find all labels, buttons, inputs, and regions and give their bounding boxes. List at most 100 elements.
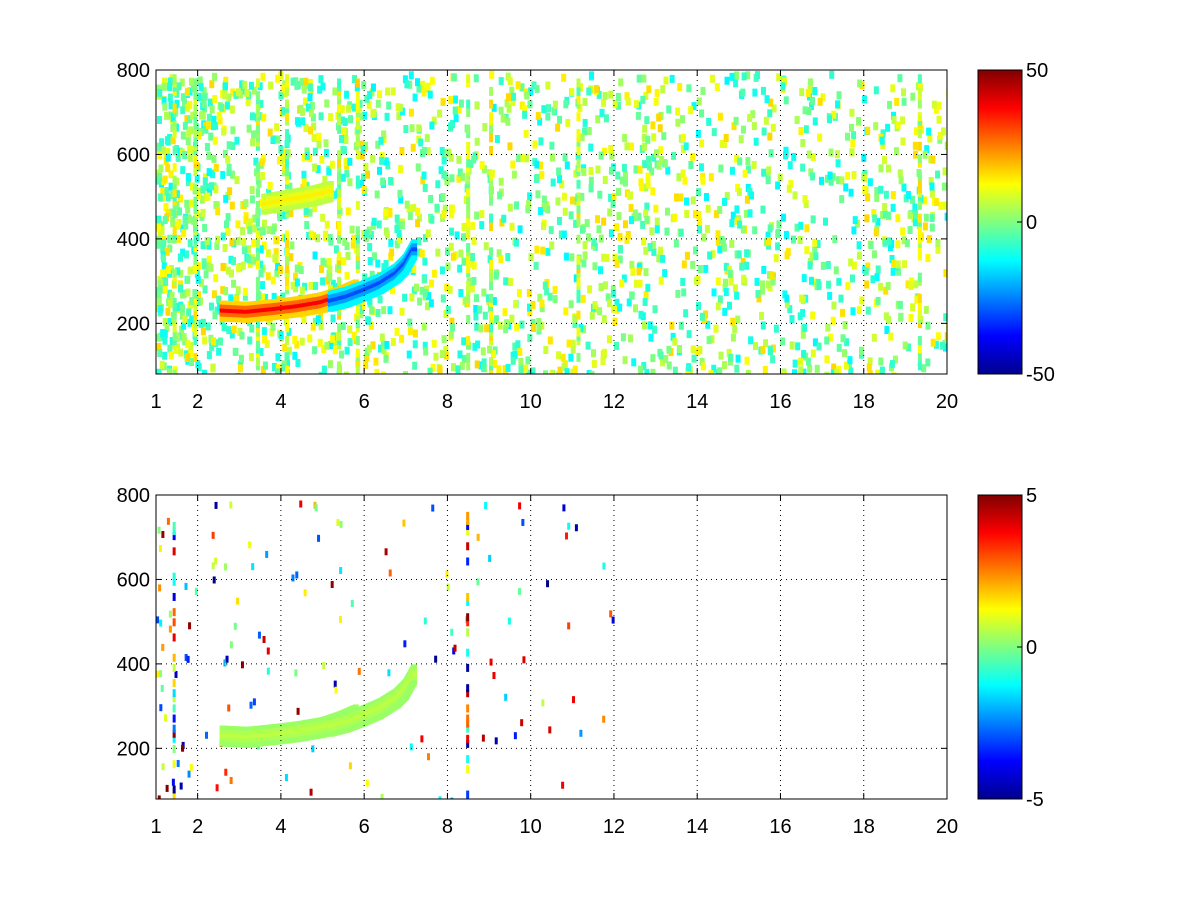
heatmap-cell [172, 689, 176, 698]
heatmap-cell [849, 274, 855, 283]
heatmap-cell [864, 214, 870, 223]
heatmap-cell [343, 371, 349, 374]
heatmap-cell [579, 729, 583, 737]
heatmap-cell [344, 271, 350, 280]
heatmap-cell [271, 292, 277, 301]
heatmap-cell [441, 170, 447, 179]
heatmap-cell [691, 354, 697, 363]
heatmap-cell [711, 364, 717, 373]
heatmap-cell [581, 259, 587, 268]
heatmap-cell [172, 522, 176, 531]
heatmap-cell [666, 105, 672, 114]
heatmap-cell [193, 78, 198, 88]
heatmap-cell [599, 108, 605, 117]
heatmap-cell [849, 108, 855, 117]
heatmap-cell [760, 346, 766, 355]
heatmap-cell [160, 146, 166, 155]
heatmap-cell [213, 163, 219, 172]
heatmap-cell [180, 248, 186, 257]
heatmap-cell [188, 77, 194, 86]
heatmap-cell [917, 129, 922, 139]
heatmap-cell [370, 221, 376, 230]
heatmap-cell [596, 225, 602, 234]
heatmap-cell [736, 188, 742, 197]
heatmap-cell [226, 163, 232, 172]
heatmap-cell [172, 298, 177, 307]
heatmap-cell [326, 167, 332, 176]
heatmap-cell [810, 215, 816, 224]
heatmap-cell [317, 338, 323, 347]
heatmap-cell [246, 124, 252, 133]
heatmap-cell [885, 123, 891, 132]
heatmap-cell [285, 158, 290, 168]
heatmap-cell [625, 230, 631, 239]
heatmap-cell [175, 153, 181, 162]
heatmap-cell [225, 227, 231, 236]
heatmap-cell [327, 189, 334, 195]
heatmap-cell [284, 774, 288, 782]
heatmap-cell [205, 183, 211, 192]
heatmap-cell [910, 92, 916, 101]
heatmap-cell [360, 173, 366, 182]
heatmap-cell [645, 155, 651, 164]
heatmap-cell [167, 317, 173, 326]
heatmap-cell [415, 219, 421, 228]
heatmap-cell [375, 259, 381, 268]
heatmap-cell [260, 264, 266, 273]
heatmap-cell [357, 99, 363, 108]
heatmap-cell [380, 794, 384, 799]
heatmap-cell [426, 753, 430, 761]
heatmap-cell [505, 117, 511, 126]
heatmap-cell [760, 321, 766, 330]
heatmap-cell [547, 336, 553, 345]
heatmap-cell [865, 126, 871, 135]
heatmap-cell [761, 265, 767, 274]
heatmap-cell [770, 277, 776, 286]
heatmap-cell [466, 734, 470, 743]
heatmap-cell [518, 587, 522, 595]
heatmap-cell [187, 145, 193, 154]
heatmap-cell [333, 190, 339, 199]
heatmap-cell [344, 90, 350, 99]
heatmap-cell [850, 139, 856, 148]
heatmap-cell [770, 123, 776, 132]
heatmap-cell [284, 352, 290, 361]
heatmap-cell [883, 190, 889, 199]
heatmap-cell [275, 262, 281, 271]
heatmap-cell [494, 737, 498, 745]
heatmap-cell [576, 129, 581, 139]
heatmap-cell [761, 168, 767, 177]
heatmap-cell [598, 151, 604, 160]
heatmap-cell [366, 226, 372, 235]
heatmap-cell [174, 190, 180, 199]
heatmap-cell [930, 155, 936, 164]
heatmap-cell [566, 339, 572, 348]
heatmap-cell [225, 213, 231, 222]
heatmap-cell [775, 181, 781, 190]
heatmap-cell [160, 254, 166, 263]
y-tick-label: 200 [117, 313, 150, 335]
plot-area [156, 495, 947, 799]
heatmap-cell [168, 170, 174, 179]
heatmap-cell [537, 206, 543, 215]
heatmap-cell [306, 231, 312, 240]
heatmap-cell [656, 161, 662, 170]
heatmap-cell [831, 363, 837, 372]
heatmap-cell [526, 200, 532, 209]
heatmap-cell [228, 294, 234, 303]
heatmap-cell [312, 346, 318, 355]
heatmap-cell [897, 300, 903, 309]
heatmap-cell [172, 785, 176, 794]
heatmap-cell [193, 205, 198, 215]
heatmap-cell [845, 132, 851, 141]
heatmap-cell [370, 154, 376, 163]
heatmap-cell [845, 171, 851, 180]
heatmap-cell [172, 527, 176, 536]
heatmap-cell [156, 616, 160, 624]
heatmap-cell [190, 84, 196, 93]
heatmap-cell [539, 170, 545, 179]
heatmap-cell [469, 252, 475, 261]
heatmap-cell [619, 176, 625, 185]
heatmap-cell [517, 225, 523, 234]
heatmap-cell [339, 520, 343, 528]
